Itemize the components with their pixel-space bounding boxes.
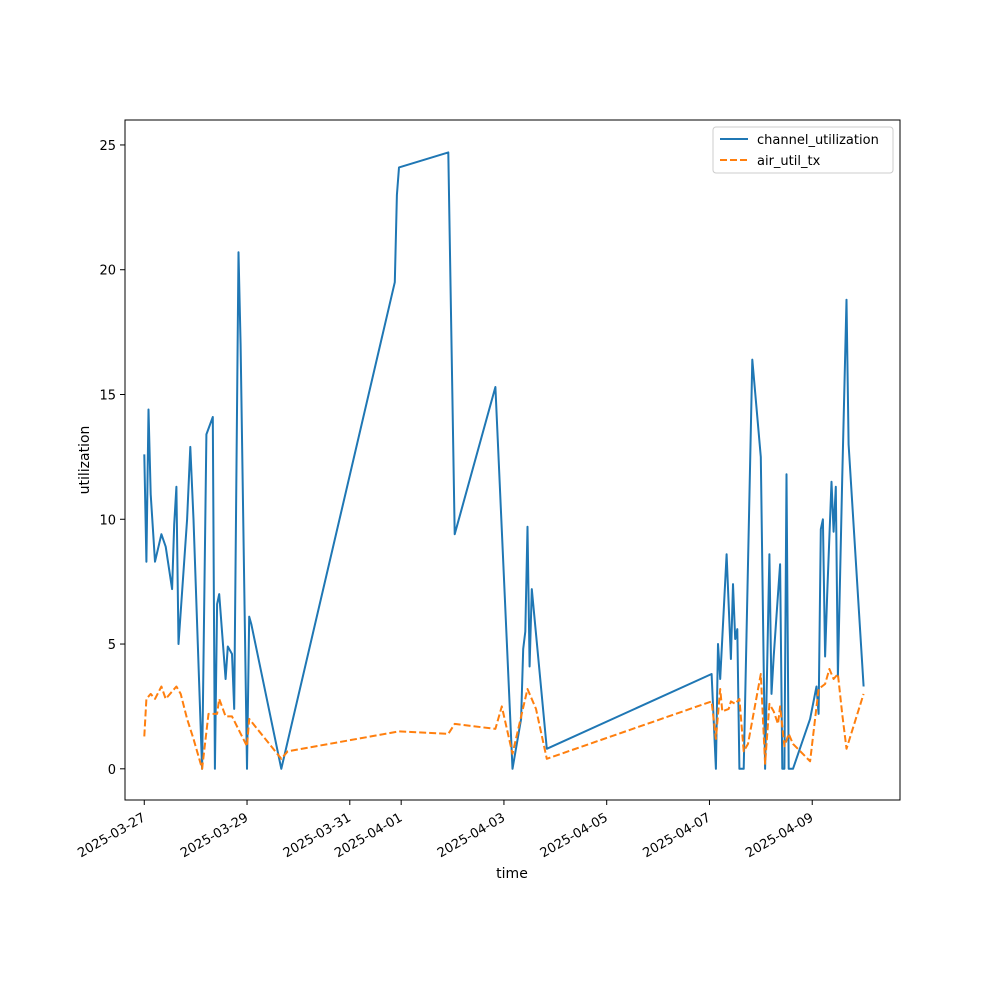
y-tick-label: 20 [99,264,116,279]
axes-frame [124,119,901,801]
y-tick-label: 0 [108,763,116,778]
y-axis-label: utilization [77,426,93,495]
legend: channel_utilization air_util_tx [712,126,894,174]
x-axis-label: time [496,866,528,882]
y-tick-label: 5 [108,638,116,653]
legend-label: air_util_tx [757,154,821,169]
series-layer [143,151,865,770]
y-tick-label: 25 [99,139,116,154]
legend-label: channel_utilization [757,133,879,148]
y-tick-label: 15 [99,388,116,403]
legend-box [712,126,894,174]
series-line-channel-utilization [143,151,865,770]
y-axis: 0 5 10 15 20 25 [99,139,125,778]
y-tick-label: 10 [99,513,116,528]
series-line-air-util-tx [143,668,865,770]
